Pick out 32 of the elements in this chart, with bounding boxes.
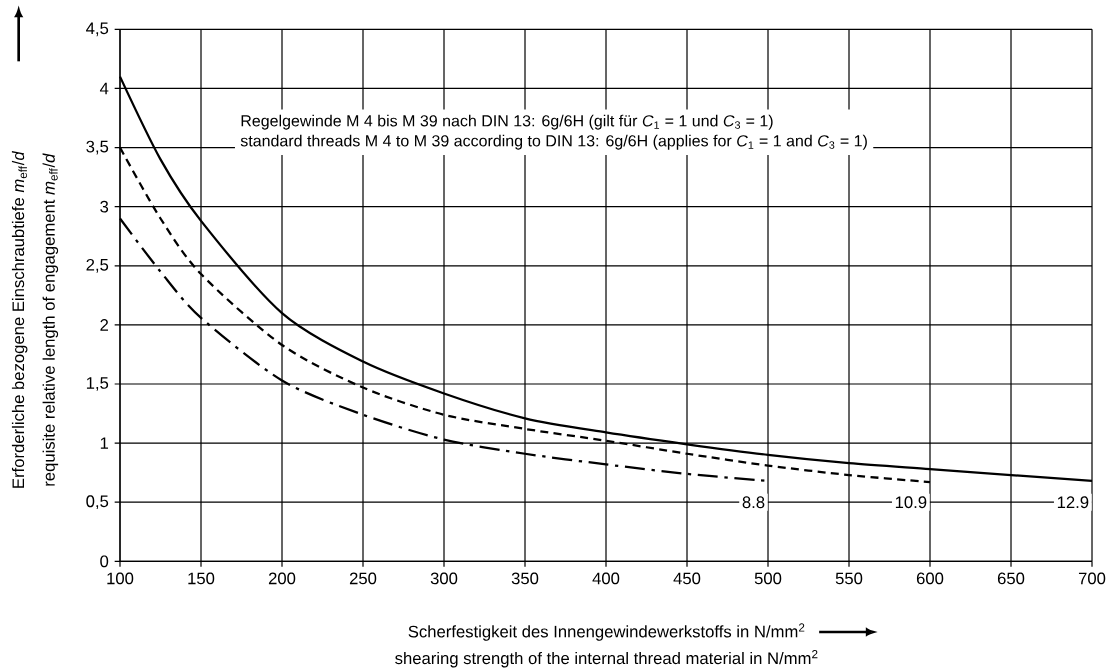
y-tick-label: 2,5: [86, 258, 109, 273]
y-axis-title: Erforderliche bezogene Einschraubtiefe m$_{eff}$/d: [11, 150, 28, 488]
x-tick-label: 200: [268, 572, 296, 585]
y-tick-label: 1,5: [86, 377, 109, 391]
x-tick-label: 350: [511, 572, 539, 585]
y-tick-label: 4,5: [86, 22, 109, 37]
x-tick-label: 400: [592, 572, 620, 585]
x-tick-label: 550: [835, 572, 863, 585]
annotation: Regelgewinde M 4 bis M 39 nach DIN 13: 6g/6H (gilt für C$_{1}$ = 1 und C$_{3}$ = 1): [241, 114, 773, 130]
x-tick-label: 700: [1078, 572, 1106, 585]
series-label: 10.9: [895, 496, 927, 509]
y-tick-label: 1: [100, 437, 109, 449]
y-tick-label: 4: [99, 82, 109, 95]
series-label: 12.9: [1057, 496, 1089, 509]
y-tick-label: 3,5: [86, 140, 109, 155]
series-label: 8.8: [742, 496, 765, 509]
y-tick-label: 0,5: [86, 495, 109, 510]
y-tick-label: 0: [100, 555, 109, 568]
y-tick-label: 2: [100, 319, 108, 331]
x-axis-title: Scherfestigkeit des Innengewindewerkstoffs in N/mm$^{2}$: [408, 623, 805, 641]
x-tick-label: 500: [754, 572, 782, 585]
x-tick-label: 600: [916, 572, 944, 585]
text: shearing strength of the internal thread material in N/mm$^{2}$: [395, 650, 818, 668]
y-tick-label: 3: [100, 200, 109, 213]
x-tick-label: 650: [997, 572, 1025, 585]
x-tick-label: 300: [430, 572, 458, 585]
x-tick-label: 100: [107, 572, 134, 585]
x-tick-label: 450: [673, 572, 701, 585]
x-tick-label: 150: [188, 572, 215, 585]
annotation: standard threads M 4 to M 39 according to DIN 13: 6g/6H (applies for C$_{1}$ = 1 and C$_{3}$ = 1): [240, 134, 867, 150]
text: requisite relative length of engagement m$_{eff}$/d: [42, 153, 59, 486]
x-tick-label: 250: [349, 572, 377, 585]
